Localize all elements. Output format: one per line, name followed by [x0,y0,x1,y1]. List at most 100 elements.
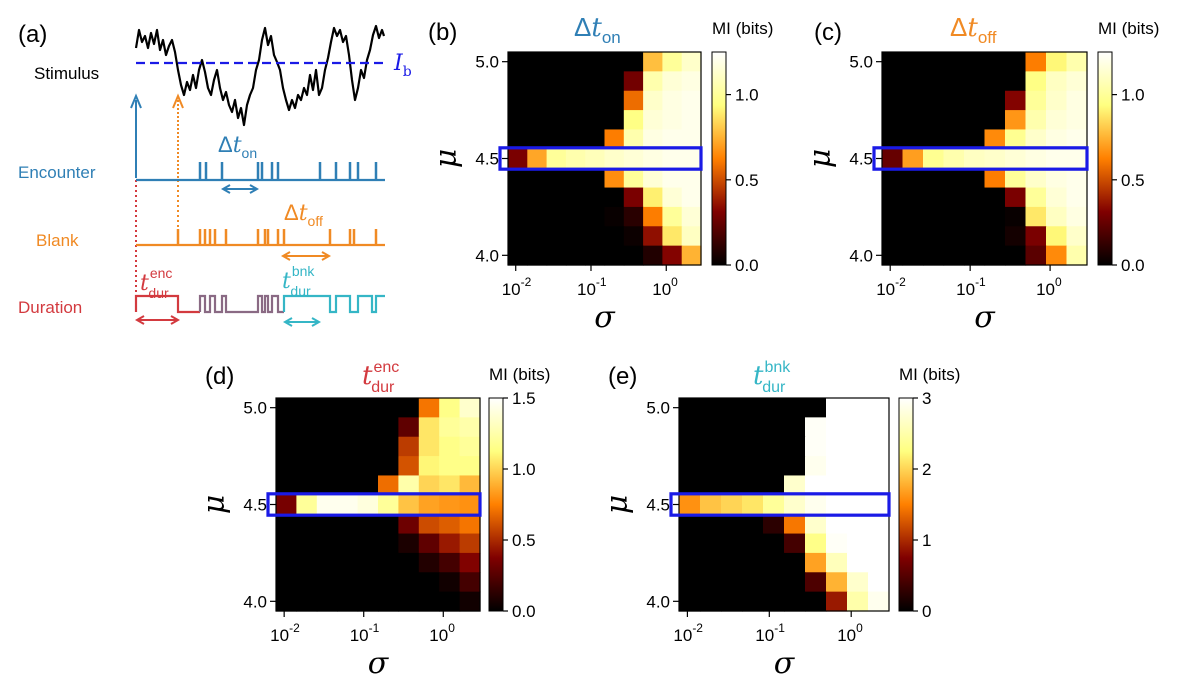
heatmap-cell [784,533,806,554]
heatmap-cell [565,245,586,266]
heatmap-cell [902,52,924,72]
heatmap-cell [847,591,869,612]
heatmap-cell [826,591,848,612]
heatmap-cell [378,436,399,457]
heatmap-cell [337,552,359,573]
heatmap-cell [378,552,399,573]
heatmap-cell [902,168,924,189]
x-tick-label: 100 [1036,275,1062,299]
heatmap-cell [805,398,827,418]
x-axis-label: σ [594,300,616,335]
panel-letter: (b) [428,19,457,46]
heatmap-cell [508,129,528,150]
heatmap-cell [923,90,945,111]
heatmap-cell [398,475,420,496]
heatmap-cell [943,110,965,131]
heatmap-cell [316,398,338,418]
heatmap-cell [679,514,701,535]
heatmap-cell [681,168,702,189]
heatmap-cell [681,71,702,92]
heatmap-cell [763,436,785,457]
heatmap-cell [1046,52,1068,72]
heatmap-cell [439,417,461,438]
heatmap-cell [546,71,567,92]
heatmap-cell [742,572,764,593]
heatmap-cell [679,591,701,612]
heatmap-cell [662,206,683,227]
heatmap-cell [418,456,440,477]
heatmap-cell [662,168,683,189]
heatmap-cell [296,552,318,573]
heatmap-cell [643,110,663,131]
heatmap-cell [585,90,606,111]
heatmap-cell [1046,187,1068,208]
heatmap-cell [439,494,461,515]
heatmap-cell [527,52,548,72]
heatmap-cell [763,456,785,477]
blank-spikes [176,229,378,245]
heatmap-cell [700,456,722,477]
heatmap-cell [902,148,924,169]
heatmap-cell [418,572,440,593]
heatmap-cell [357,456,379,477]
heatmap-cell [1025,52,1047,72]
colorbar-tick-label: 0.0 [512,602,536,621]
heatmap-cell [439,436,461,457]
delta-t-off-label: Δtoff [284,200,323,229]
y-tick-label: 5.0 [475,53,499,72]
heatmap-cell [868,552,890,573]
heatmap-cell [276,417,297,438]
heatmap-cell [508,148,528,169]
heatmap-cell [681,90,702,111]
heatmap-cell [357,572,379,593]
heatmap-cell [378,417,399,438]
x-tick-label: 100 [652,275,678,299]
heatmap-cell [923,206,945,227]
heatmap-cell [643,129,663,150]
heatmap-cell [459,572,481,593]
heatmap-cell [826,514,848,535]
heatmap-cell [923,226,945,247]
heatmap-cell [546,168,567,189]
heatmap-cell [623,206,644,227]
heatmap-cell [721,456,743,477]
heatmap-cell [721,572,743,593]
heatmap-cell [784,591,806,612]
heatmap-cell [527,148,548,169]
heatmap-cell [418,436,440,457]
heatmap-cell [964,245,986,266]
heatmap-cell [623,148,644,169]
heatmap-cell [546,148,567,169]
colorbar-tick-label: 0 [922,602,931,621]
heatmap-cell [527,71,548,92]
heatmap-cell [700,572,722,593]
heatmap-cell [681,245,702,266]
x-tick-label: 10-2 [876,275,906,299]
heatmap-cell [826,417,848,438]
heatmap-cell [1066,168,1088,189]
heatmap-cell [826,552,848,573]
heatmap-cell [784,398,806,418]
heatmap-cell [943,168,965,189]
heatmap-cell [357,436,379,457]
heatmap-cell [316,475,338,496]
heatmap-cell [276,436,297,457]
heatmap-cell [1066,52,1088,72]
blank-arrowhead-icon [172,93,184,109]
heatmap-cell [337,436,359,457]
heatmap-cell [700,514,722,535]
heatmap-cell [604,52,625,72]
heatmap-cell [643,52,663,72]
heatmap-cell [742,456,764,477]
heatmap-cell [604,245,625,266]
heatmap-cell [623,168,644,189]
heatmap-cell [662,129,683,150]
panel-title: Δton [574,12,621,47]
heatmap-cell [546,245,567,266]
heatmap-cell [1005,226,1027,247]
heatmap-cell [565,52,586,72]
heatmap-cell [721,475,743,496]
heatmap-cell [316,494,338,515]
panel-a-letter: (a) [18,21,47,48]
colorbar-label: MI (bits) [712,19,773,38]
